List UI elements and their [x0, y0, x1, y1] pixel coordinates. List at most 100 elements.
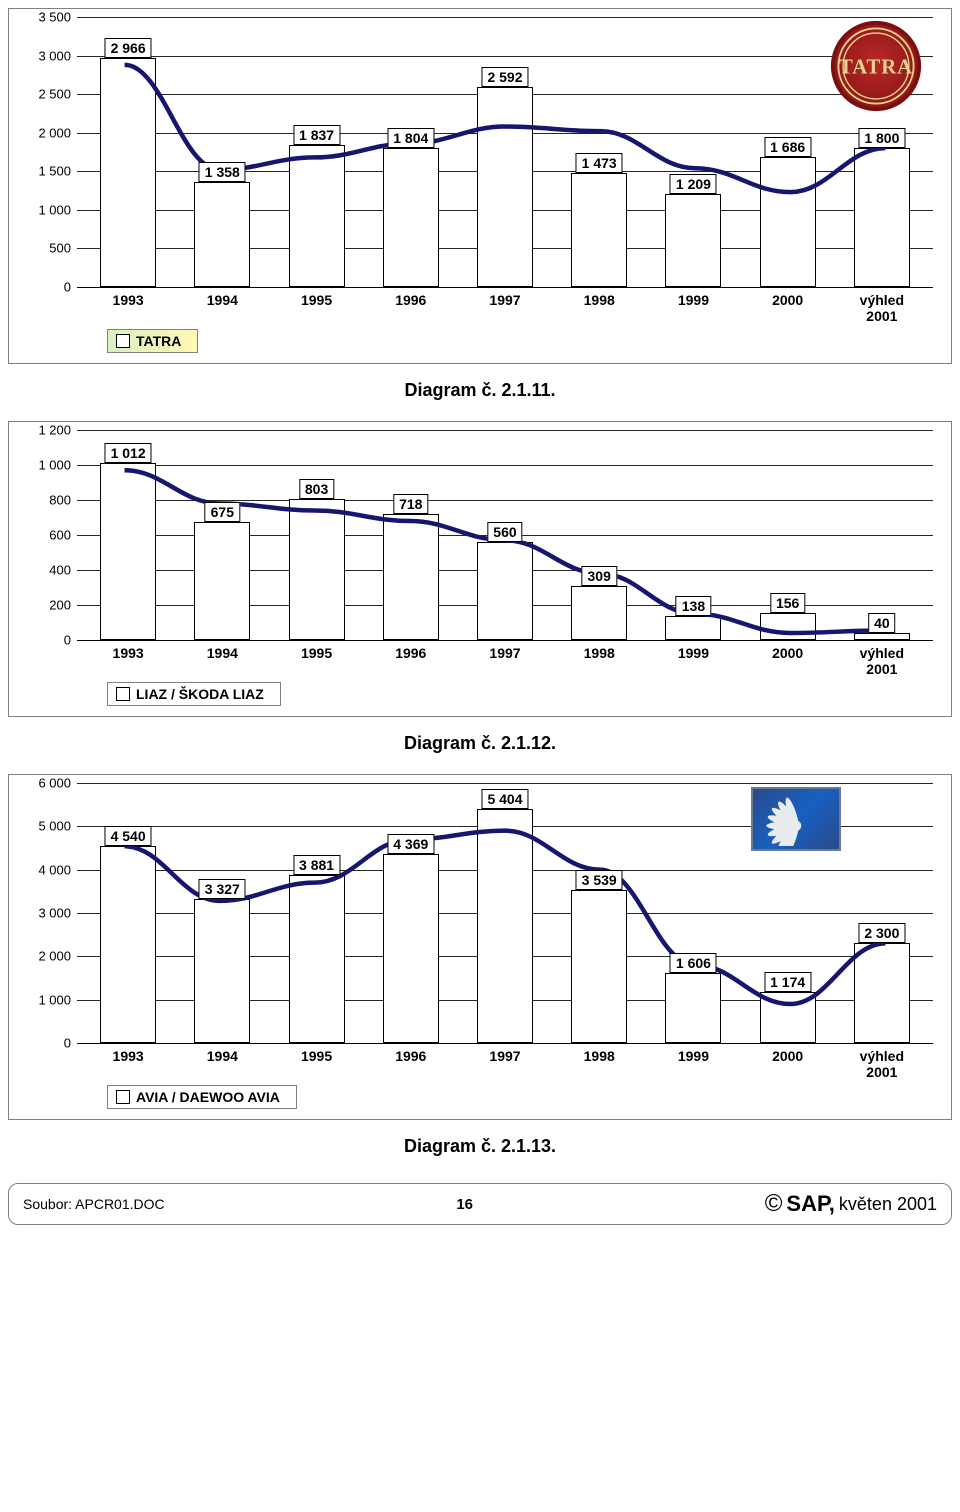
x-tick-label: 1996	[364, 288, 458, 327]
bar-value-label: 1 686	[764, 137, 811, 157]
y-tick-label: 500	[49, 241, 71, 256]
x-tick-label: 1996	[364, 1044, 458, 1083]
y-tick-label: 0	[64, 633, 71, 648]
diagram-caption: Diagram č. 2.1.13.	[8, 1136, 952, 1157]
diagram-caption: Diagram č. 2.1.12.	[8, 733, 952, 754]
bar	[571, 890, 627, 1043]
bar-value-label: 803	[299, 479, 334, 499]
legend-label: AVIA / DAEWOO AVIA	[136, 1089, 280, 1105]
bar	[100, 58, 156, 287]
x-tick-label: 1999	[646, 1044, 740, 1083]
x-tick-label: 1994	[175, 1044, 269, 1083]
bar	[477, 87, 533, 287]
bar-value-label: 1 012	[105, 443, 152, 463]
bar-value-label: 3 881	[293, 855, 340, 875]
footer-page-number: 16	[456, 1196, 473, 1213]
y-tick-label: 1 000	[38, 457, 71, 472]
y-tick-label: 400	[49, 562, 71, 577]
y-tick-label: 2 000	[38, 125, 71, 140]
bar	[477, 809, 533, 1043]
bar-value-label: 4 540	[105, 826, 152, 846]
page-footer: Soubor: APCR01.DOC 16 © SAP, květen 2001	[8, 1183, 952, 1225]
bar	[194, 182, 250, 287]
y-tick-label: 0	[64, 280, 71, 295]
legend: LIAZ / ŠKODA LIAZ	[107, 682, 281, 706]
bar	[383, 854, 439, 1043]
diagram-caption: Diagram č. 2.1.11.	[8, 380, 952, 401]
bar-value-label: 40	[868, 613, 896, 633]
x-tick-label: 1993	[81, 641, 175, 680]
x-tick-label: 1998	[552, 1044, 646, 1083]
x-tick-label: 1996	[364, 641, 458, 680]
bar-value-label: 1 837	[293, 125, 340, 145]
bar-value-label: 1 358	[199, 162, 246, 182]
x-tick-label: 1995	[269, 1044, 363, 1083]
bar	[289, 499, 345, 640]
bar-value-label: 2 592	[481, 67, 528, 87]
y-tick-label: 1 500	[38, 164, 71, 179]
x-tick-label: 1997	[458, 288, 552, 327]
bar-value-label: 1 606	[670, 953, 717, 973]
avia-chart: 01 0002 0003 0004 0005 0006 000 4 540 3 …	[8, 774, 952, 1120]
footer-source: Soubor: APCR01.DOC	[23, 1196, 165, 1212]
bar	[760, 157, 816, 287]
x-tick-label: výhled2001	[835, 1044, 929, 1083]
x-tick-label: 1994	[175, 641, 269, 680]
liaz-chart: 02004006008001 0001 200 1 012 675 803 71…	[8, 421, 952, 717]
legend: AVIA / DAEWOO AVIA	[107, 1085, 297, 1109]
bar	[665, 194, 721, 287]
bar-value-label: 2 966	[105, 38, 152, 58]
x-tick-label: 1995	[269, 288, 363, 327]
x-tick-label: 1998	[552, 288, 646, 327]
y-tick-label: 600	[49, 528, 71, 543]
bar-value-label: 4 369	[387, 834, 434, 854]
y-tick-label: 1 000	[38, 202, 71, 217]
bar-value-label: 1 800	[858, 128, 905, 148]
footer-brand: © SAP, květen 2001	[765, 1190, 937, 1218]
legend-label: TATRA	[136, 333, 181, 349]
bar-value-label: 718	[393, 494, 428, 514]
y-tick-label: 3 000	[38, 48, 71, 63]
y-tick-label: 2 000	[38, 949, 71, 964]
bar	[383, 148, 439, 287]
x-tick-label: 2000	[741, 288, 835, 327]
y-tick-label: 1 000	[38, 992, 71, 1007]
y-tick-label: 800	[49, 492, 71, 507]
bar	[665, 616, 721, 640]
y-tick-label: 2 500	[38, 87, 71, 102]
bar-value-label: 138	[676, 596, 711, 616]
x-tick-label: 1994	[175, 288, 269, 327]
x-tick-label: 1999	[646, 288, 740, 327]
y-tick-label: 0	[64, 1036, 71, 1051]
tatra-logo-icon: TATRA	[829, 19, 923, 113]
bar	[665, 973, 721, 1043]
y-tick-label: 6 000	[38, 776, 71, 791]
bar	[289, 145, 345, 287]
x-tick-label: výhled2001	[835, 288, 929, 327]
legend-swatch-icon	[116, 687, 130, 701]
legend-label: LIAZ / ŠKODA LIAZ	[136, 686, 264, 702]
legend-swatch-icon	[116, 1090, 130, 1104]
x-tick-label: 2000	[741, 641, 835, 680]
bar	[383, 514, 439, 640]
bar-value-label: 675	[205, 502, 240, 522]
bar-value-label: 309	[582, 566, 617, 586]
bar	[100, 846, 156, 1043]
bar-value-label: 1 804	[387, 128, 434, 148]
x-tick-label: 1999	[646, 641, 740, 680]
x-tick-label: 1997	[458, 641, 552, 680]
bar	[194, 899, 250, 1043]
x-tick-label: 1997	[458, 1044, 552, 1083]
bar	[760, 613, 816, 640]
bar	[571, 586, 627, 640]
bar	[194, 522, 250, 640]
svg-text:TATRA: TATRA	[839, 57, 913, 79]
bar-value-label: 3 327	[199, 879, 246, 899]
y-tick-label: 1 200	[38, 423, 71, 438]
x-tick-label: 2000	[741, 1044, 835, 1083]
bar-value-label: 2 300	[858, 923, 905, 943]
bar	[477, 542, 533, 640]
legend: TATRA	[107, 329, 198, 353]
x-tick-label: 1995	[269, 641, 363, 680]
bar	[854, 633, 910, 640]
